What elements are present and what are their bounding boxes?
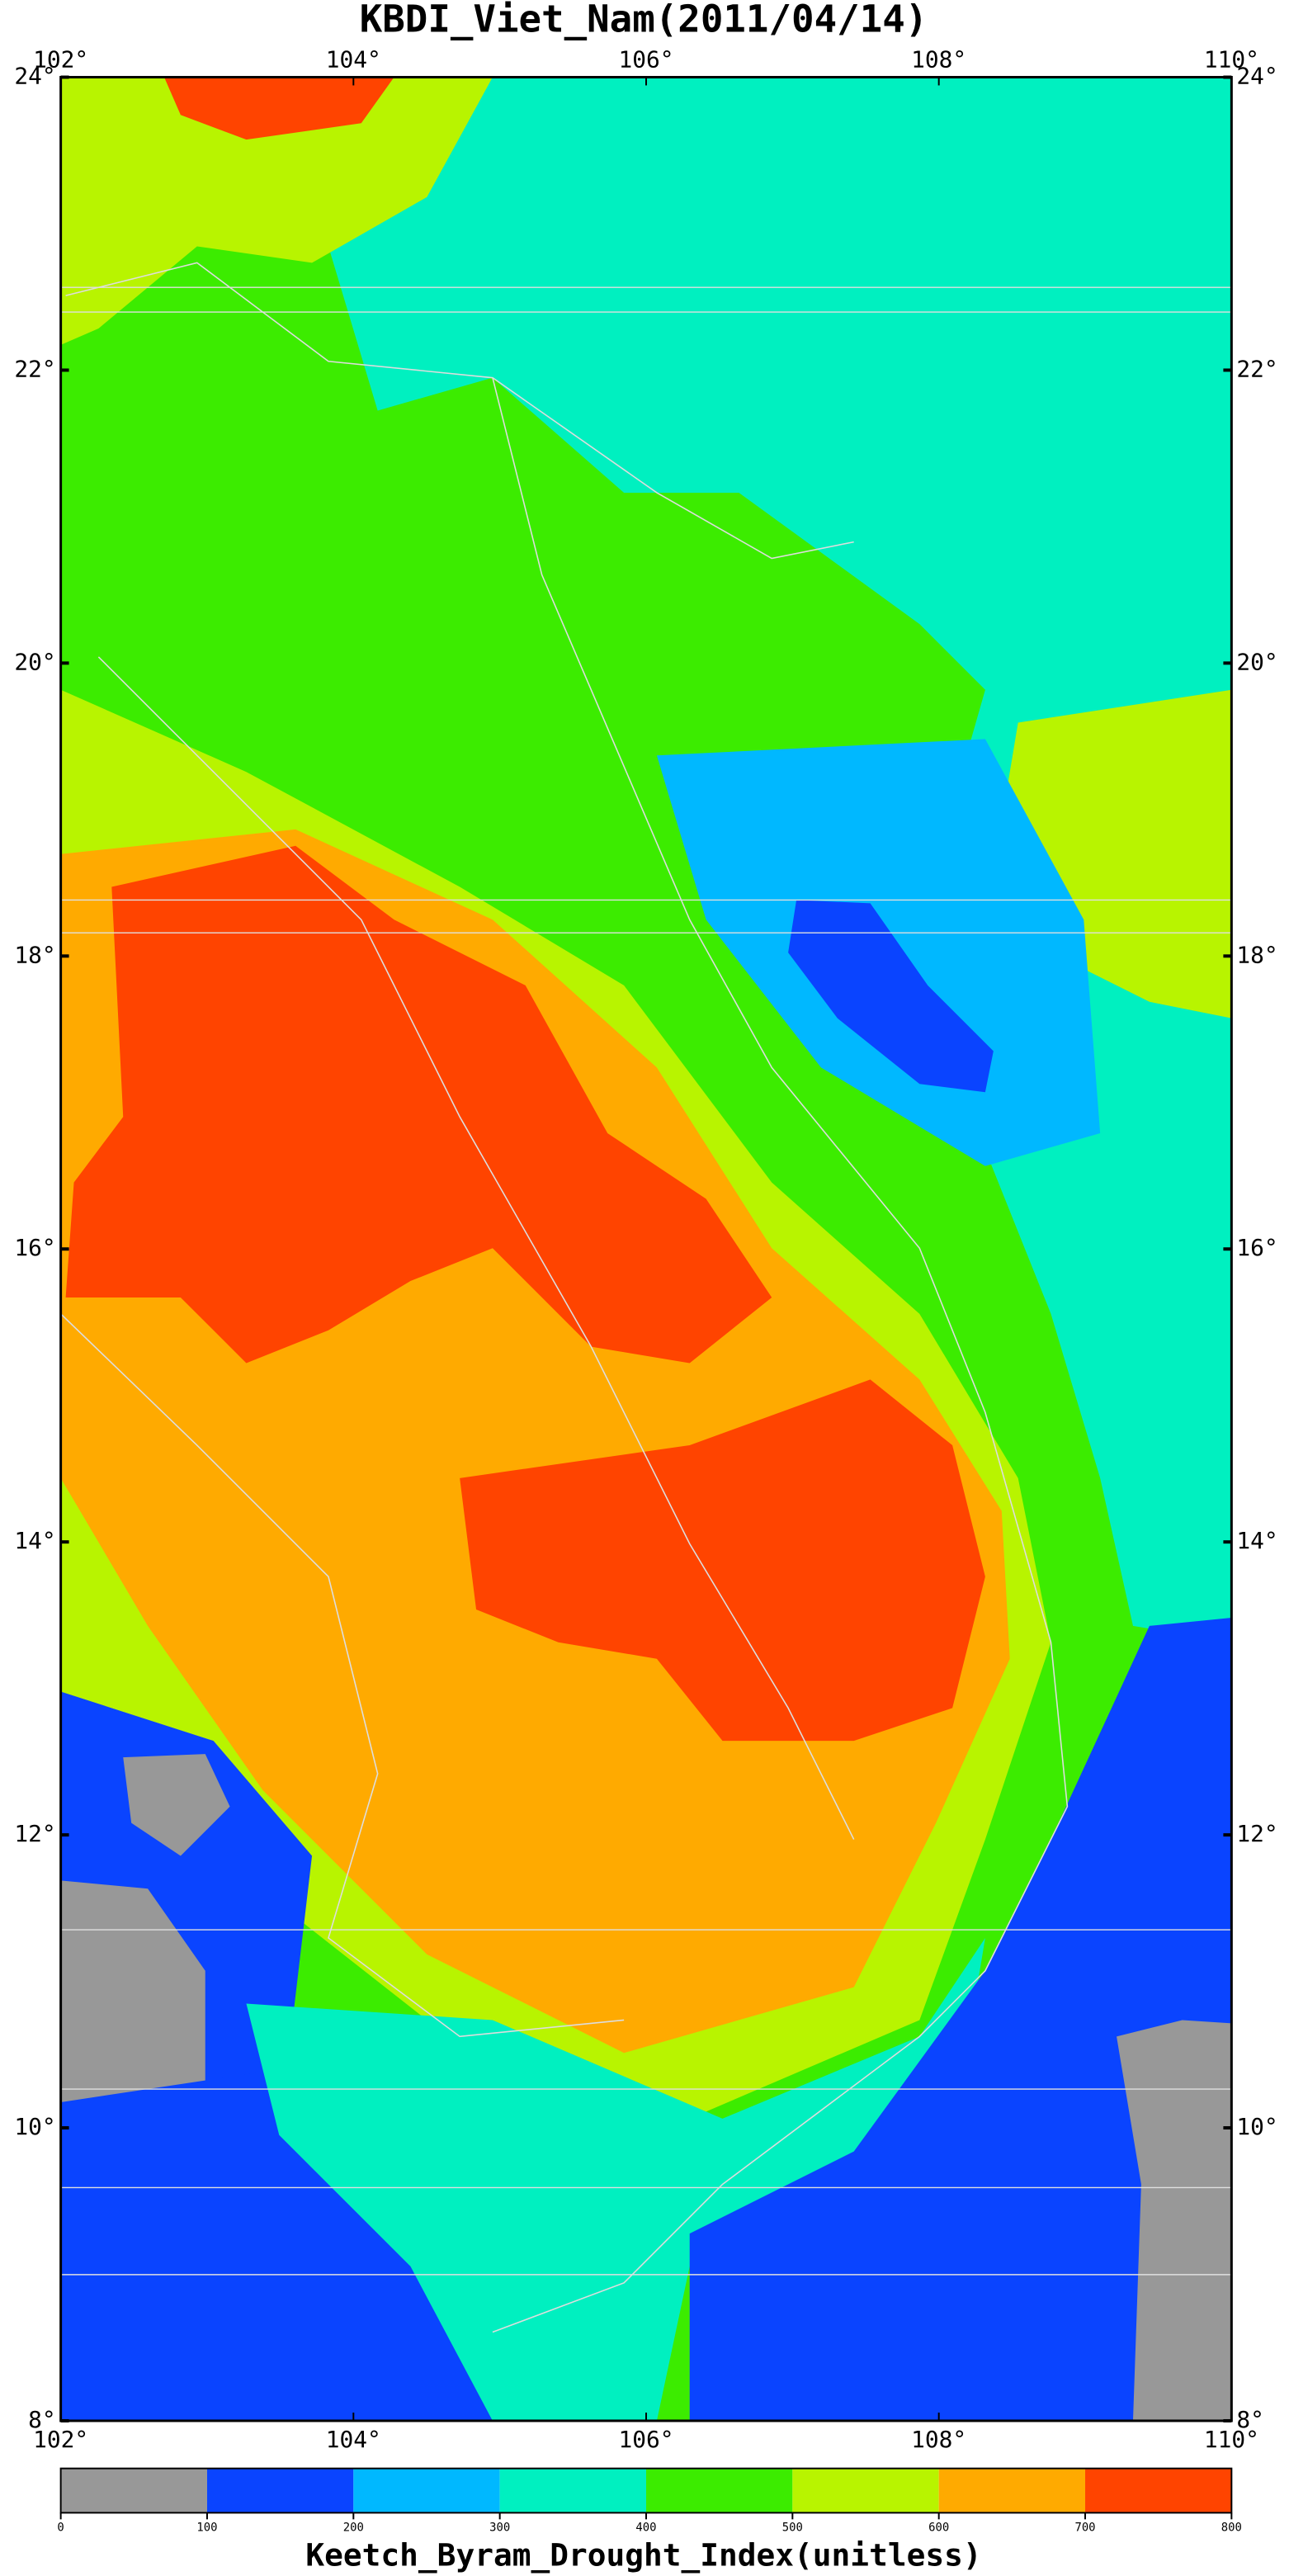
- colorbar-tick-label: 500: [782, 2521, 803, 2534]
- teal-zone: [246, 1937, 985, 2421]
- y-tick-label: 14°: [1236, 1527, 1277, 1554]
- y-tick-label: 18°: [14, 941, 55, 968]
- red-zone: [163, 77, 394, 140]
- y-tick-label: 10°: [14, 2113, 55, 2140]
- colorbar-tick-label: 0: [57, 2521, 64, 2534]
- gray-zone: [1117, 2020, 1232, 2421]
- blue-zone: [788, 900, 994, 1093]
- colorbar-bin: [499, 2468, 646, 2513]
- x-tick-label: 106°: [618, 46, 673, 73]
- x-tick-label: 108°: [911, 46, 966, 73]
- y-tick-label: 22°: [1236, 355, 1277, 382]
- y-tick-label: 16°: [14, 1234, 55, 1261]
- x-tick-label: 108°: [911, 2426, 966, 2453]
- y-tick-label: 24°: [1236, 63, 1277, 90]
- borders: [60, 262, 1069, 2333]
- colorbar-tick-label: 600: [928, 2521, 949, 2534]
- colorbar-tick-label: 300: [489, 2521, 510, 2534]
- colorbar-bin: [938, 2468, 1086, 2513]
- x-tick-label: 106°: [618, 2426, 673, 2453]
- y-tick-label: 8°: [1236, 2406, 1264, 2433]
- colorbar-tick-label: 800: [1221, 2521, 1242, 2534]
- x-tick-label: 110°: [1204, 46, 1259, 73]
- scan-lines: [60, 286, 1232, 2276]
- colorbar-tick-label: 700: [1074, 2521, 1095, 2534]
- y-tick-label: 24°: [14, 63, 55, 90]
- y-tick-label: 12°: [1236, 1820, 1277, 1847]
- gray-zone: [123, 1754, 230, 1856]
- colorbar-bin: [792, 2468, 939, 2513]
- colorbar-bin: [353, 2468, 500, 2513]
- x-tick-label: 104°: [326, 46, 381, 73]
- x-tick-label: 110°: [1204, 2426, 1259, 2453]
- colorbar-bin: [645, 2468, 793, 2513]
- y-tick-label: 8°: [28, 2406, 56, 2433]
- blue-zone: [689, 1617, 1232, 2421]
- y-tick-label: 20°: [1236, 648, 1277, 675]
- x-tick-label: 102°: [33, 2426, 88, 2453]
- colorbar-tick-label: 200: [343, 2521, 364, 2534]
- y-tick-label: 16°: [1236, 1234, 1277, 1261]
- colorbar-bin: [206, 2468, 354, 2513]
- colorbar-label: Keetch_Byram_Drought_Index(unitless): [305, 2537, 981, 2574]
- y-tick-label: 10°: [1236, 2113, 1277, 2140]
- red-zone: [65, 845, 772, 1364]
- y-tick-label: 18°: [1236, 941, 1277, 968]
- colorbar-tick-label: 100: [196, 2521, 217, 2534]
- raster: [60, 77, 1232, 2421]
- y-tick-label: 14°: [14, 1527, 55, 1554]
- teal-zone: [328, 77, 1232, 690]
- colorbar-bin: [1085, 2468, 1232, 2513]
- gray-zone: [60, 1880, 205, 2102]
- y-tick-label: 20°: [14, 648, 55, 675]
- x-tick-label: 102°: [33, 46, 88, 73]
- y-tick-label: 12°: [14, 1820, 55, 1847]
- x-tick-label: 104°: [326, 2426, 381, 2453]
- colorbar-bin: [60, 2468, 207, 2513]
- y-tick-label: 22°: [14, 355, 55, 382]
- map-title: KBDI_Viet_Nam(2011/04/14): [360, 0, 928, 40]
- colorbar-tick-label: 400: [635, 2521, 656, 2534]
- yellow-zone: [60, 77, 493, 345]
- red-zone: [460, 1379, 985, 1742]
